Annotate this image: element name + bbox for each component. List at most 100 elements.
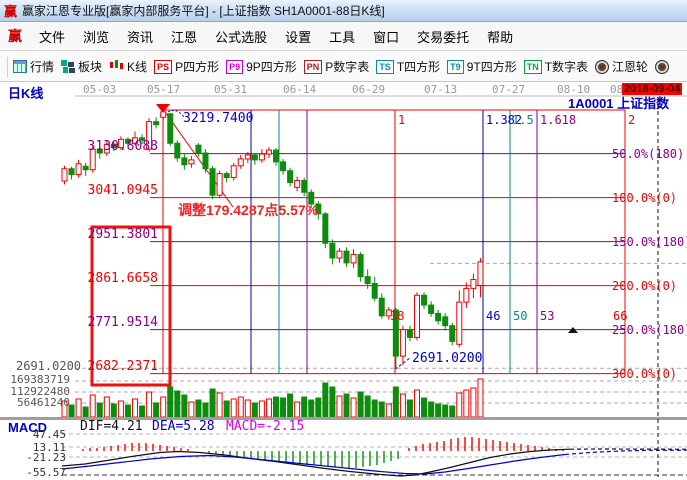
macd-scale-0: 47.45: [32, 428, 66, 441]
menu-item-1[interactable]: 文件: [39, 29, 66, 45]
candle-body-22: [216, 173, 223, 196]
candle-body-37: [322, 213, 329, 244]
pct-label-4: 200.0%(0): [612, 278, 678, 293]
toolbar-button-板块[interactable]: 板块: [61, 58, 102, 75]
app-logo-icon: 赢: [4, 4, 18, 19]
volume-bar-49: [406, 399, 413, 418]
volume-bar-5: [96, 402, 103, 418]
volume-bar-30: [273, 396, 279, 418]
candle-body-7: [110, 143, 117, 149]
ratio-label-2: 1.5: [512, 113, 534, 127]
candle-body-38: [329, 242, 336, 259]
candle-body-17: [181, 157, 188, 166]
toolbar-button-行情[interactable]: 行情: [13, 58, 54, 75]
toolbar-items: 行情 板块 K线 PS P四方形 P9 9P四方形 PN P数字表 TS T四方形 T9 9T四方形 TN…: [13, 58, 670, 75]
volume-bar-12: [146, 391, 153, 418]
volume-bar-34: [301, 396, 308, 418]
candle-body-34: [301, 179, 308, 193]
toolbar-button-extra[interactable]: [655, 59, 670, 74]
volume-bar-50: [414, 389, 420, 418]
menu-item-8[interactable]: 窗口: [373, 29, 400, 45]
volume-bar-31: [280, 397, 287, 418]
candle-body-28: [258, 153, 265, 161]
kline-candles-icon: [109, 59, 124, 74]
quotes-grid-icon: [13, 60, 27, 73]
toolbar-button-T数字表[interactable]: TN T数字表: [523, 58, 588, 75]
candle-body-36: [315, 203, 322, 215]
toolbar-label: T四方形: [396, 60, 441, 74]
volume-tick-1: 112922480: [10, 385, 70, 398]
volume-bar-39: [336, 395, 343, 418]
candle-body-27: [251, 154, 258, 161]
badge-icon-TS: TS: [376, 59, 394, 74]
axis-low-label: 2691.0200: [16, 359, 82, 373]
volume-bar-53: [435, 403, 442, 418]
window-title: 赢家江恩专业版[赢家内部服务平台] - [上证指数 SH1A0001-88日K线…: [22, 4, 385, 18]
volume-bar-55: [449, 405, 456, 418]
candle-body-19: [195, 144, 202, 154]
candle-body-25: [237, 158, 244, 167]
volume-bar-6: [103, 396, 110, 418]
pct-label-5: 250.0%(180): [612, 322, 687, 337]
volume-bar-41: [350, 397, 357, 418]
candle-body-35: [308, 191, 315, 205]
pct-label-1: 50.0%(180): [612, 146, 685, 161]
menu-item-9[interactable]: 交易委托: [417, 29, 470, 45]
volume-bar-29: [265, 398, 272, 418]
toolbar-button-江恩轮[interactable]: 江恩轮: [595, 58, 648, 75]
gann-wheel-icon: [595, 59, 610, 74]
candle-body-44: [371, 282, 378, 299]
badge-icon-P9: P9: [226, 59, 244, 74]
date-tick-1: 05-17: [147, 83, 181, 96]
volume-bar-22: [216, 392, 223, 418]
candle-body-59: [477, 261, 484, 286]
peak-marker: [156, 104, 170, 113]
count-label-0: 38: [390, 309, 405, 323]
volume-bar-42: [357, 391, 364, 418]
price-label-peak: 3219.7400: [183, 111, 254, 126]
volume-bar-27: [251, 402, 258, 418]
menu-item-10[interactable]: 帮助: [487, 29, 514, 45]
menu-item-7[interactable]: 工具: [329, 29, 356, 45]
menu-bar: 赢 文件 浏览 资讯 江恩 公式选股 设置 工具 窗口 交易委托 帮助: [0, 22, 687, 51]
menu-item-3[interactable]: 资讯: [127, 29, 154, 45]
menu-item-6[interactable]: 设置: [285, 29, 312, 45]
toolbar-button-K线[interactable]: K线: [109, 58, 147, 75]
volume-bar-36: [315, 397, 322, 418]
toolbar-label: 行情: [30, 60, 55, 74]
pane-separator: [0, 417, 687, 420]
toolbar-button-9T四方形[interactable]: T9 9T四方形: [447, 58, 517, 75]
volume-bar-18: [188, 401, 195, 418]
count-label-2: 50: [513, 309, 528, 323]
candle-body-23: [223, 173, 230, 179]
volume-bar-21: [209, 388, 216, 418]
volume-bar-3: [82, 406, 89, 418]
volume-bar-46: [385, 403, 392, 418]
chart-area[interactable]: [0, 82, 687, 480]
candle-body-52: [428, 304, 435, 314]
price-label-1: 3130.8088: [87, 138, 158, 154]
pct-label-3: 150.0%(180): [612, 234, 687, 249]
candle-body-58: [470, 279, 477, 289]
toolbar-button-T四方形[interactable]: TS T四方形: [376, 58, 440, 75]
volume-bar-40: [343, 393, 350, 418]
macd-pane-title: MACD: [8, 420, 47, 435]
candle-body-30: [273, 149, 279, 163]
ratio-label-4: 2: [628, 113, 636, 127]
triangle-marker: [568, 327, 578, 333]
gann-wheel-icon: [655, 59, 670, 74]
badge-icon-PS: PS: [154, 59, 173, 74]
candle-body-41: [350, 254, 357, 264]
count-label-1: 46: [486, 309, 501, 323]
menu-item-5[interactable]: 公式选股: [215, 29, 268, 45]
toolbar-button-P四方形[interactable]: PS P四方形: [154, 58, 219, 75]
toolbar-button-9P四方形[interactable]: P9 9P四方形: [226, 58, 297, 75]
candle-body-29: [265, 149, 272, 155]
kline-chart-canvas[interactable]: [0, 82, 687, 480]
menu-item-4[interactable]: 江恩: [171, 29, 198, 45]
menu-item-2[interactable]: 浏览: [83, 29, 110, 45]
peak-label-pointer: [167, 109, 185, 118]
toolbar-button-P数字表[interactable]: PN P数字表: [303, 58, 369, 75]
menu-logo-icon: 赢: [8, 28, 22, 44]
candle-body-54: [442, 316, 449, 327]
